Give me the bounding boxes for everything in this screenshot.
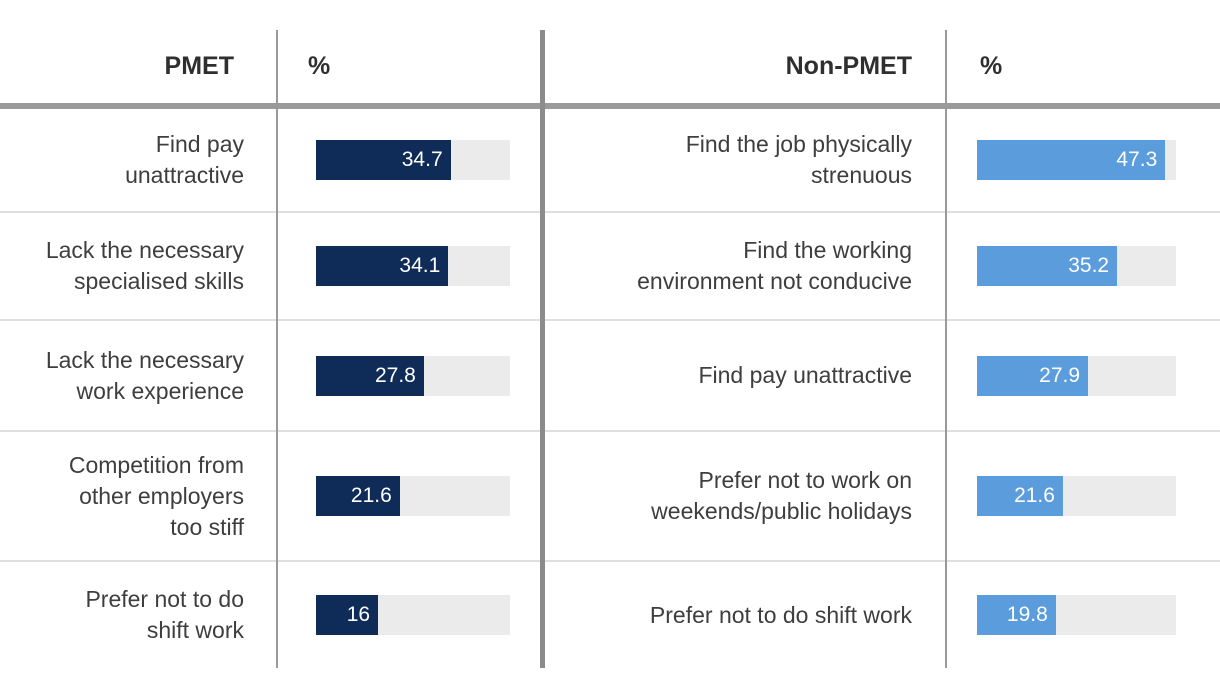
pmet-bar-cell: 21.6: [278, 432, 540, 560]
pmet-row-label: Competition from other employers too sti…: [68, 451, 244, 540]
nonpmet-bar: 27.9: [977, 355, 1089, 396]
bar-track: 19.8: [977, 595, 1176, 635]
pmet-bar-cell: 27.8: [278, 321, 540, 430]
bar-track: 34.1: [316, 246, 510, 286]
pmet-row-label: Lack the necessary specialised skills: [45, 237, 244, 294]
pmet-bar-cell: 34.7: [278, 109, 540, 211]
table-row: Find pay unattractive 34.7 Find the job …: [0, 109, 1220, 211]
bar-value-label: 16: [346, 603, 371, 626]
pmet-row-label: Find pay unattractive: [125, 131, 244, 188]
table-row: Prefer not to do shift work 16 Prefer no…: [0, 560, 1220, 668]
bar-track: 27.8: [316, 355, 510, 396]
nonpmet-row-label: Prefer not to do shift work: [649, 601, 912, 628]
bar-value-label: 27.8: [374, 363, 416, 387]
bar-track: 21.6: [316, 476, 510, 516]
nonpmet-column-header: Non-PMET: [785, 52, 912, 80]
pmet-bar-cell: 16: [278, 562, 540, 668]
bar-value-label: 47.3: [1116, 148, 1158, 171]
bar-track: 34.7: [316, 140, 510, 180]
nonpmet-row-label: Prefer not to work on weekends/public ho…: [651, 467, 912, 524]
nonpmet-percent-header: %: [980, 52, 1003, 80]
nonpmet-bar-cell: 21.6: [945, 432, 1220, 560]
bar-value-label: 21.6: [1014, 484, 1055, 507]
table-row: Competition from other employers too sti…: [0, 430, 1220, 560]
bar-track: 16: [316, 595, 510, 635]
pmet-percent-header: %: [308, 52, 331, 80]
nonpmet-bar: 19.8: [977, 595, 1056, 635]
bar-value-label: 34.7: [401, 148, 443, 171]
nonpmet-bar: 21.6: [977, 476, 1063, 516]
bar-track: 27.9: [977, 355, 1176, 396]
pmet-column-header: PMET: [164, 52, 234, 80]
pmet-bar-cell: 34.1: [278, 213, 540, 319]
pmet-bar: 21.6: [316, 476, 400, 516]
nonpmet-row-label: Find the working environment not conduci…: [637, 237, 912, 294]
bar-track: 21.6: [977, 476, 1176, 516]
nonpmet-row-label: Find pay unattractive: [698, 362, 912, 388]
pmet-bar: 34.7: [316, 140, 451, 180]
bar-value-label: 19.8: [1006, 603, 1048, 626]
bar-value-label: 27.9: [1039, 363, 1081, 387]
pmet-bar: 27.8: [316, 355, 424, 396]
comparison-table: PMET % Non-PMET % Find pay unattractive …: [0, 30, 1220, 668]
bar-track: 47.3: [977, 140, 1176, 180]
pmet-row-label: Lack the necessary work experience: [45, 346, 244, 404]
table-row: Lack the necessary work experience 27.8 …: [0, 319, 1220, 430]
nonpmet-bar-cell: 27.9: [945, 321, 1220, 430]
pmet-row-label: Prefer not to do shift work: [85, 586, 244, 643]
bar-value-label: 21.6: [350, 484, 392, 507]
bar-value-label: 34.1: [399, 254, 441, 277]
nonpmet-bar: 35.2: [977, 246, 1118, 286]
bar-value-label: 35.2: [1068, 254, 1110, 277]
nonpmet-row-label: Find the job physically strenuous: [685, 131, 912, 188]
table-row: Lack the necessary specialised skills 34…: [0, 211, 1220, 319]
nonpmet-bar-cell: 35.2: [945, 213, 1220, 319]
nonpmet-bar-cell: 47.3: [945, 109, 1220, 211]
table-header: PMET % Non-PMET %: [0, 30, 1220, 109]
bar-track: 35.2: [977, 246, 1176, 286]
pmet-bar: 16: [316, 595, 379, 635]
nonpmet-bar: 47.3: [977, 140, 1166, 180]
nonpmet-bar-cell: 19.8: [945, 562, 1220, 668]
pmet-bar: 34.1: [316, 246, 449, 286]
